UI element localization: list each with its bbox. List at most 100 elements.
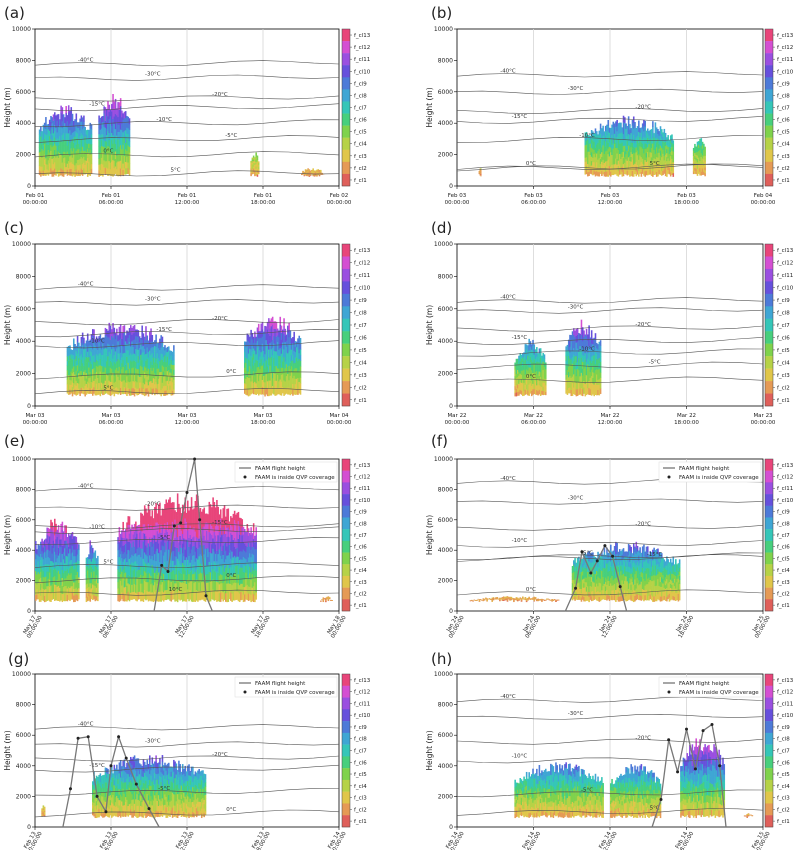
- echo-cell: [302, 172, 304, 174]
- echo-cell: [525, 379, 528, 385]
- echo-cell: [625, 164, 627, 170]
- echo-cell: [635, 156, 638, 162]
- echo-cell: [663, 142, 666, 148]
- echo-cell: [653, 141, 655, 146]
- echo-cell: [131, 524, 133, 533]
- echo-cell: [78, 164, 80, 171]
- echo-cell: [185, 574, 188, 584]
- echo-cell: [118, 139, 121, 147]
- echo-cell: [173, 369, 175, 375]
- echo-cell: [150, 374, 152, 382]
- echo-cell: [313, 172, 316, 174]
- echo-cell: [544, 385, 547, 389]
- echo-cell: [109, 381, 112, 389]
- echo-cell: [479, 170, 481, 172]
- isotherm-line: [456, 297, 764, 304]
- echo-cell: [154, 345, 156, 352]
- echo-cell: [252, 159, 255, 162]
- echo-cell: [50, 527, 52, 537]
- echo-cell: [638, 148, 640, 155]
- echo-cell: [625, 148, 627, 155]
- echo-cell: [85, 367, 88, 374]
- echo-cell: [592, 161, 594, 167]
- echo-cell: [671, 170, 673, 175]
- echo-cell: [85, 588, 88, 594]
- echo-cell: [159, 561, 161, 572]
- echo-cell: [64, 134, 66, 141]
- echo-cell: [137, 591, 140, 600]
- echo-cell: [71, 382, 74, 388]
- echo-cell: [244, 377, 246, 384]
- echo-cell: [658, 156, 661, 162]
- echo-cell: [581, 347, 584, 355]
- isotherm-label: 0°C: [526, 374, 536, 380]
- echo-cell: [307, 169, 309, 171]
- echo-cell: [113, 116, 116, 124]
- colorbar-segment: [765, 393, 773, 407]
- echo-cell: [48, 543, 51, 551]
- echo-cell: [65, 578, 67, 586]
- echo-cell: [152, 576, 155, 586]
- echo-cell: [518, 391, 520, 396]
- echo-cell: [67, 160, 70, 169]
- y-tick-label: 8000: [438, 273, 453, 280]
- echo-cell: [478, 173, 480, 174]
- echo-cell: [541, 367, 543, 372]
- echo-cell: [156, 592, 159, 602]
- y-tick-label: 4000: [438, 338, 453, 345]
- echo-cell: [608, 151, 611, 157]
- echo-cell: [98, 341, 100, 349]
- echo-cell: [119, 547, 122, 555]
- echo-cell: [103, 160, 105, 168]
- echo-cell: [102, 164, 104, 171]
- echo-cell: [41, 593, 43, 601]
- echo-cell: [126, 356, 128, 364]
- echo-cell: [192, 555, 194, 566]
- echo-cell: [50, 560, 52, 570]
- echo-cell: [632, 146, 635, 153]
- echo-cell: [111, 118, 113, 126]
- echo-cell: [295, 352, 298, 358]
- echo-cell: [57, 555, 60, 564]
- x-tick-label: Feb 01: [178, 193, 197, 199]
- echo-cell: [669, 172, 672, 177]
- echo-cell: [103, 146, 105, 154]
- echo-cell: [530, 364, 533, 371]
- echo-cell: [579, 382, 581, 389]
- echo-cell: [92, 355, 94, 363]
- echo-cell: [604, 156, 607, 162]
- echo-cell: [92, 563, 94, 569]
- echo-cell: [581, 340, 584, 349]
- echo-cell: [283, 372, 285, 381]
- colorbar-segment: [342, 368, 350, 382]
- echo-cell: [75, 587, 78, 595]
- echo-cell: [252, 365, 255, 372]
- echo-cell: [599, 366, 602, 373]
- echo-cell: [117, 161, 119, 169]
- echo-cell: [43, 159, 46, 166]
- echo-cell: [588, 325, 590, 333]
- echo-cell: [274, 380, 276, 389]
- echo-cell: [587, 358, 589, 365]
- echo-cell: [278, 368, 280, 376]
- echo-cell: [114, 158, 117, 167]
- echo-cell: [692, 166, 695, 169]
- echo-cell: [181, 553, 184, 563]
- echo-cell: [51, 591, 54, 600]
- echo-cell: [174, 592, 176, 602]
- echo-cell: [114, 351, 117, 358]
- echo-cell: [316, 174, 318, 176]
- echo-cell: [627, 145, 630, 152]
- x-tick-label: Feb 03: [677, 193, 696, 199]
- echo-cell: [145, 326, 147, 334]
- echo-cell: [312, 171, 314, 173]
- echo-cell: [179, 581, 181, 592]
- echo-cell: [122, 138, 124, 145]
- echo-cell: [287, 353, 289, 361]
- echo-cell: [111, 329, 113, 337]
- echo-cell: [525, 349, 528, 355]
- echo-cell: [65, 570, 67, 579]
- echo-cell: [308, 170, 311, 172]
- echo-cell: [108, 125, 111, 134]
